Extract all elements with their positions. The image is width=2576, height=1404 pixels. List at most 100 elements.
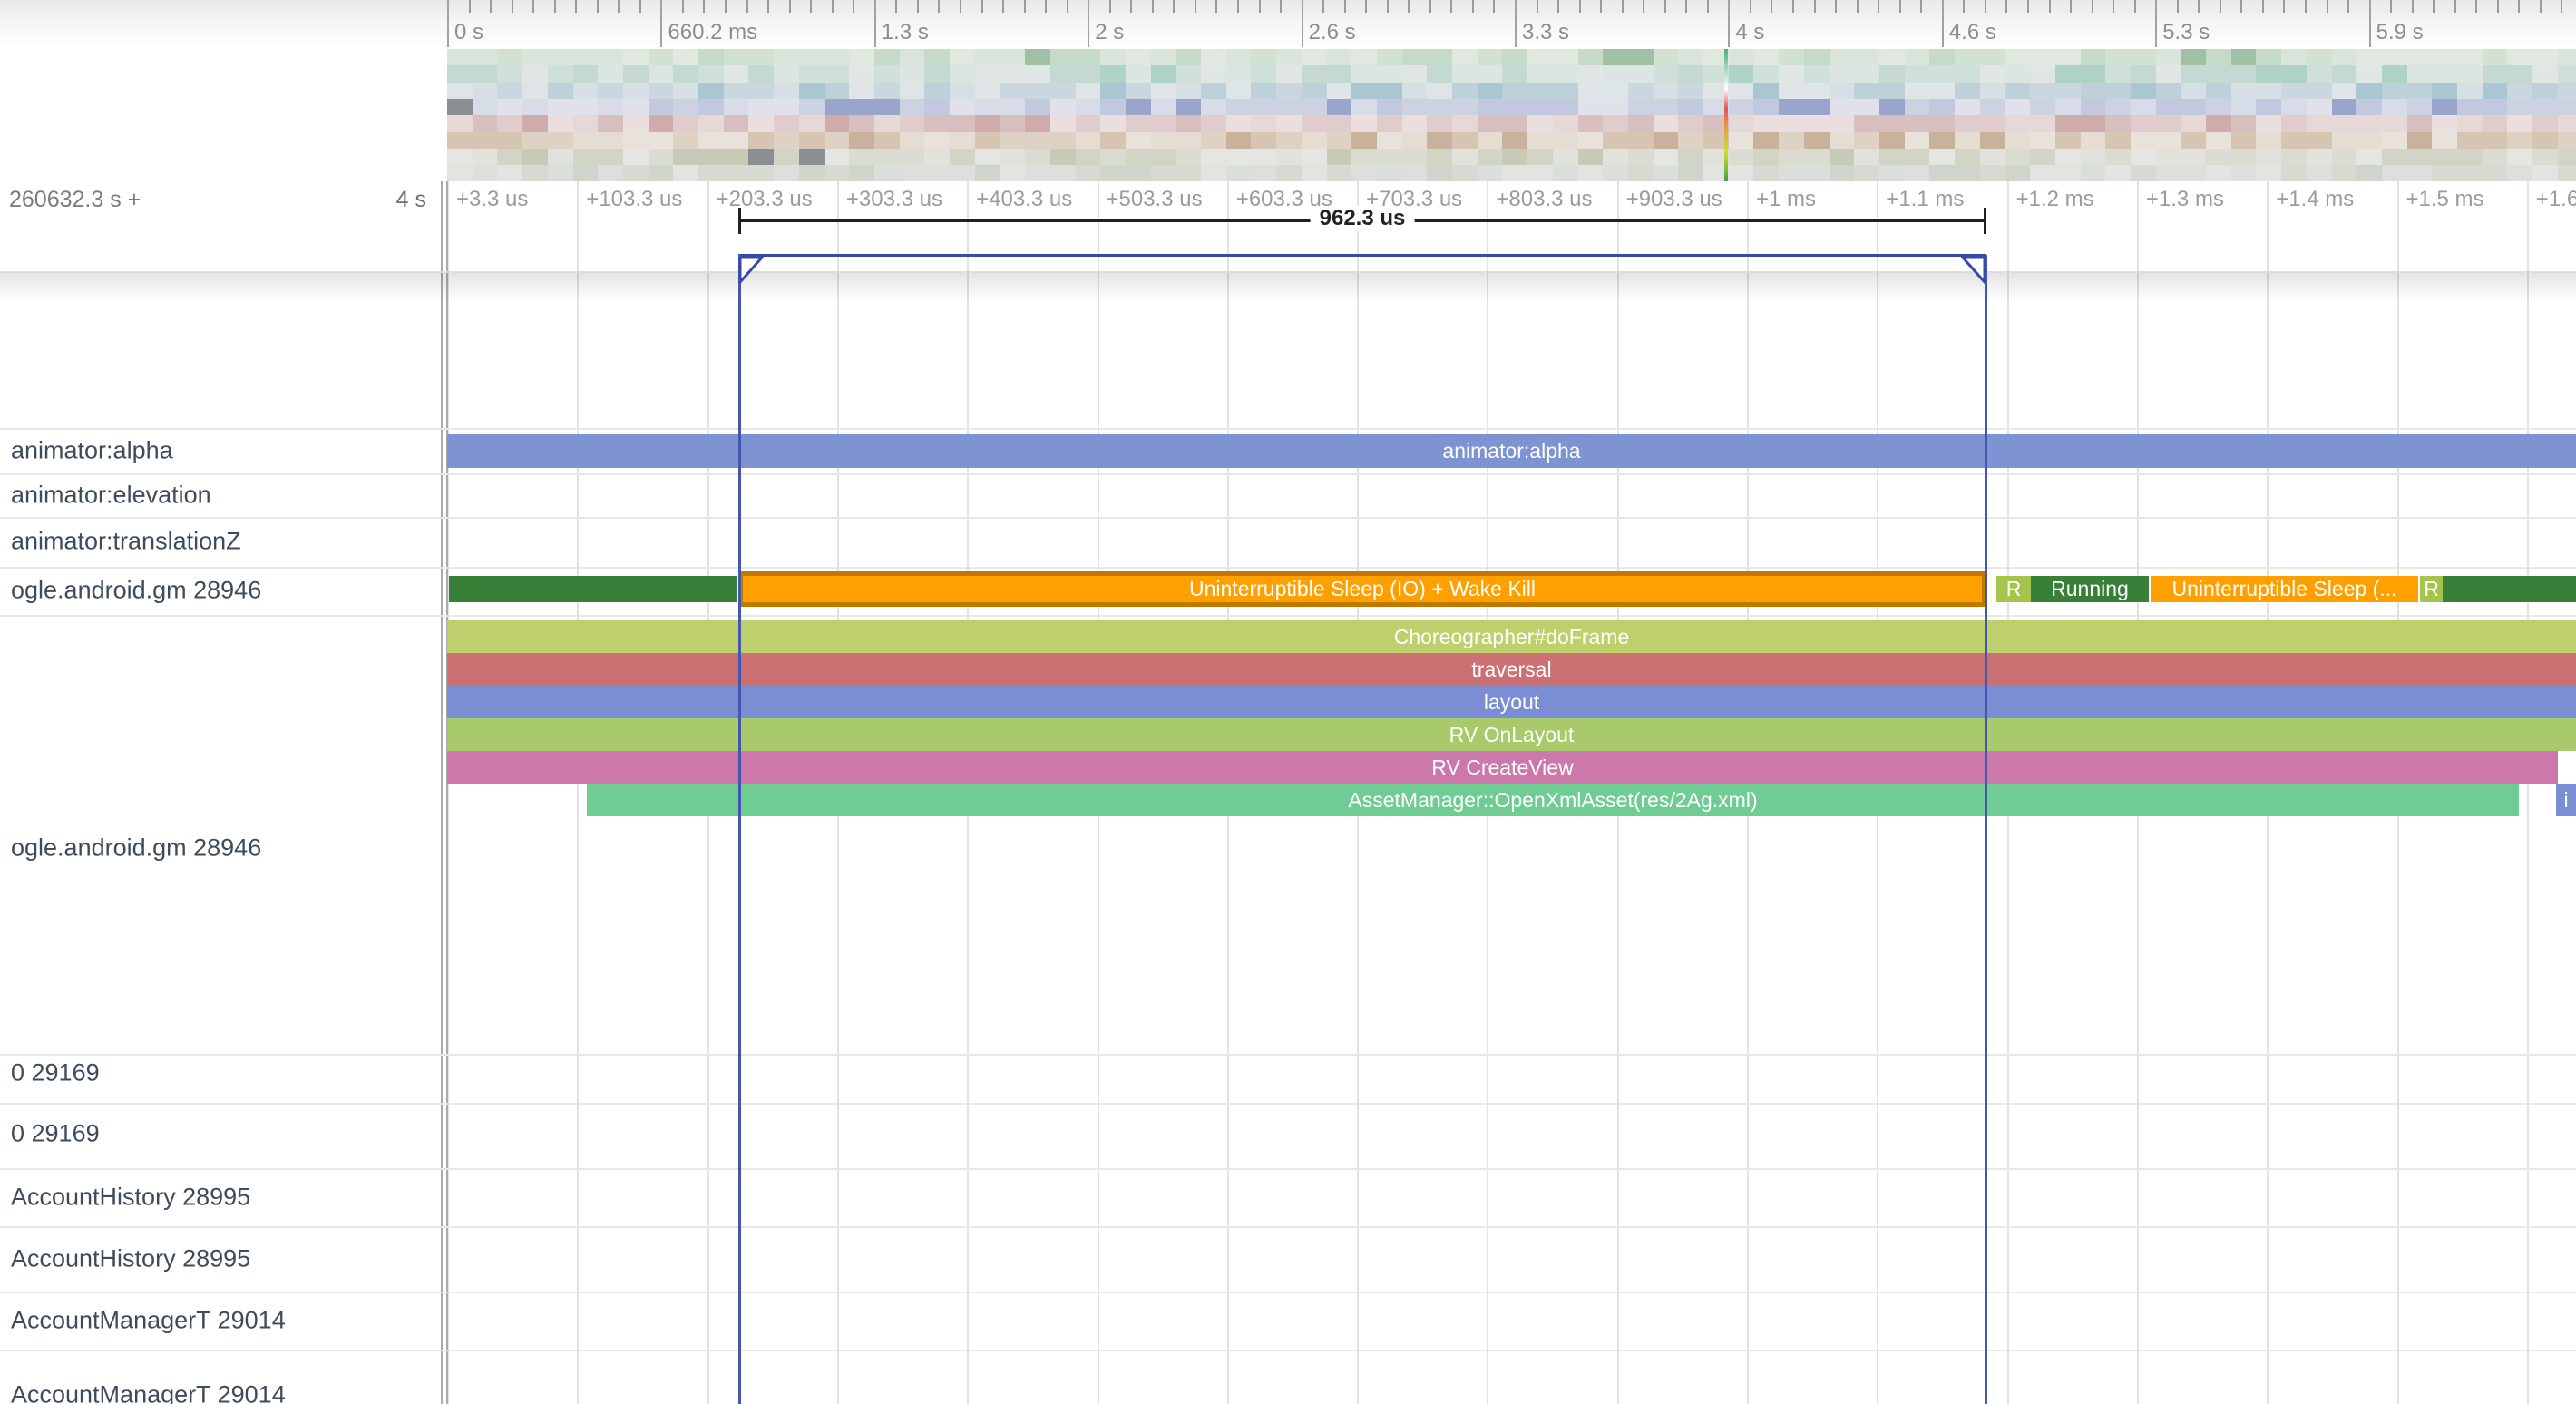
selection-start-line[interactable] [738, 255, 741, 1404]
track-label[interactable]: animator:alpha [11, 436, 173, 464]
thread-state-slice[interactable]: Uninterruptible Sleep (... [2151, 576, 2418, 602]
minor-tick [2005, 0, 2008, 13]
selection-end-line[interactable] [1985, 255, 1987, 1404]
minor-tick [959, 0, 961, 13]
minor-tick [2475, 0, 2478, 13]
slice[interactable]: layout [447, 686, 2576, 718]
minimap-block [1025, 132, 1051, 149]
minimap-block [1803, 132, 1830, 149]
minimap-block [1603, 115, 1629, 132]
slice[interactable]: Choreographer#doFrame [447, 620, 2576, 653]
thread-state-label: Running [2051, 577, 2129, 600]
thread-state-slice[interactable]: Uninterruptible Sleep (IO) + Wake Kill [738, 571, 1986, 607]
offset-tick-label: +1.3 ms [2145, 187, 2224, 211]
minimap-block [1552, 115, 1578, 132]
track-label[interactable]: AccountHistory 28995 [11, 1183, 251, 1211]
minimap-block [2482, 164, 2508, 181]
minimap-position-line[interactable] [1724, 49, 1728, 181]
track-label[interactable]: ogle.android.gm 28946 [11, 576, 262, 604]
minimap-block [2206, 65, 2232, 83]
thread-state-label: R [2424, 577, 2439, 600]
minimap-block [2256, 164, 2282, 181]
thread-state-slice[interactable] [2443, 576, 2576, 602]
track-label[interactable]: 0 29169 [11, 1119, 100, 1147]
slice[interactable]: traversal [447, 653, 2576, 686]
minimap-block [2054, 65, 2081, 83]
thread-state-label: R [2005, 577, 2022, 600]
minor-tick [2240, 0, 2243, 13]
minimap-block [1878, 132, 1906, 149]
minimap-block [1251, 65, 1277, 83]
minimap-block [2507, 82, 2533, 100]
selection-start-marker[interactable] [738, 257, 764, 284]
minor-tick [1151, 0, 1154, 13]
minimap-block [974, 115, 1000, 132]
track-label[interactable]: AccountHistory 28995 [11, 1244, 251, 1272]
selection-end-marker[interactable] [1961, 257, 1986, 284]
minimap-block [2532, 82, 2559, 100]
minimap-block [1276, 82, 1303, 100]
minor-tick [639, 0, 641, 13]
minimap-block [723, 164, 749, 181]
minimap-block [1075, 148, 1101, 166]
minimap-block [2406, 148, 2433, 166]
minimap-block [1025, 49, 1051, 66]
track-label[interactable]: ogle.android.gm 28946 [11, 834, 262, 862]
minimap-block [950, 164, 976, 181]
minimap-block [899, 98, 925, 116]
minimap-block [1577, 164, 1604, 181]
minor-tick [2113, 0, 2115, 13]
minimap-block [1477, 132, 1503, 149]
top-time-ruler[interactable]: 0 s 660.2 ms 1.3 s 2 s 2.6 s 3.3 s 4 s 4.6 s 5.3… [0, 0, 2576, 49]
minimap-block [1326, 148, 1352, 166]
track-label[interactable]: AccountManagerT 29014 [11, 1380, 286, 1404]
minimap-block [1904, 65, 1930, 83]
thread-state-slice[interactable]: R [2420, 576, 2443, 602]
minimap-block [924, 98, 951, 116]
minimap-block [1075, 115, 1101, 132]
minor-tick [1343, 0, 1346, 13]
minimap-block [2054, 132, 2081, 149]
minimap-block [2281, 115, 2308, 132]
minimap-block [1979, 115, 2005, 132]
minimap-block [1803, 82, 1830, 100]
minor-tick [511, 0, 513, 13]
minimap-block [572, 132, 599, 149]
minimap-block [1703, 49, 1730, 66]
minimap-block [2080, 115, 2106, 132]
minimap-block [648, 49, 674, 66]
minimap-block [1427, 49, 1453, 66]
trace-minimap[interactable] [447, 49, 2576, 181]
minimap-block [447, 49, 473, 66]
slice[interactable]: RV OnLayout [447, 718, 2576, 751]
minimap-block [2054, 115, 2081, 132]
counter-track-bar[interactable]: animator:alpha [447, 434, 2576, 468]
track-separator [0, 1226, 2576, 1228]
slice[interactable]: RV CreateView [447, 751, 2558, 784]
minimap-block [1351, 164, 1378, 181]
track-label[interactable]: animator:translationZ [11, 527, 241, 555]
minimap-block [1627, 82, 1654, 100]
minimap-block [1125, 132, 1152, 149]
track-label[interactable]: AccountManagerT 29014 [11, 1306, 286, 1334]
minimap-block [2281, 98, 2308, 116]
ruler-scroll-shadow [0, 273, 2576, 302]
minimap-block [2381, 132, 2408, 149]
minor-tick [1471, 0, 1474, 13]
slice[interactable]: AssetManager::OpenXmlAsset(res/2Ag.xml) [587, 784, 2519, 816]
thread-state-slice[interactable]: Running [2031, 576, 2149, 602]
minimap-block [472, 49, 498, 66]
minimap-block [1552, 49, 1578, 66]
track-label[interactable]: animator:elevation [11, 481, 211, 509]
minimap-block [1125, 164, 1152, 181]
track-label[interactable]: 0 29169 [11, 1058, 100, 1087]
minimap-block [748, 98, 775, 116]
thread-state-slice[interactable]: R [1996, 576, 2031, 602]
minimap-block [2181, 148, 2207, 166]
minimap-block [1878, 49, 1906, 66]
minimap-block [950, 115, 976, 132]
thread-state-slice[interactable] [449, 576, 737, 602]
slice[interactable]: i [2556, 784, 2576, 816]
minimap-block [2030, 98, 2056, 116]
